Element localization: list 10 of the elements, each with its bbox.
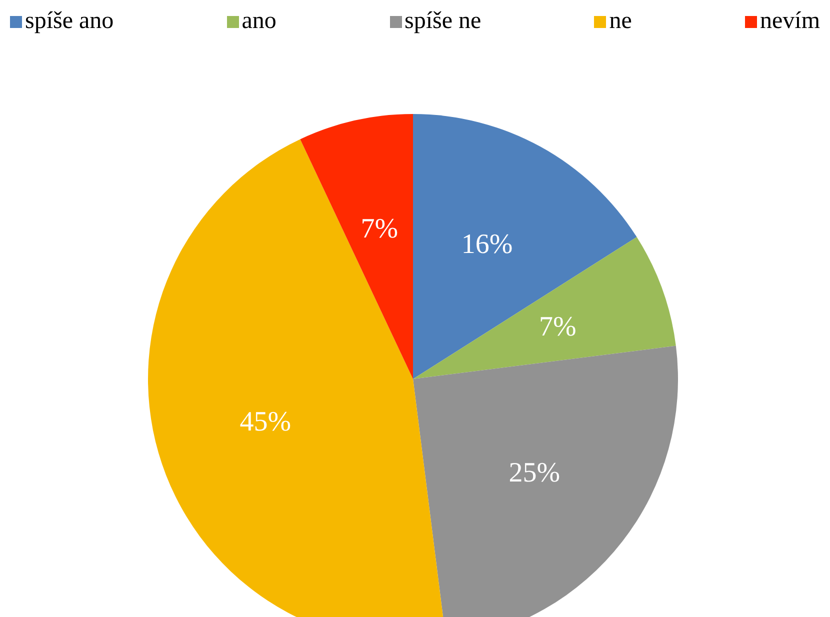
data-label: 45% xyxy=(240,406,292,438)
legend-label: nevím xyxy=(759,8,820,35)
legend-label: spíše ano xyxy=(24,8,114,35)
legend-label: ano xyxy=(240,8,276,35)
legend-label: ne xyxy=(608,8,632,35)
data-label: 7% xyxy=(360,214,398,244)
legend-label: spíše ne xyxy=(404,8,482,35)
data-label: 25% xyxy=(508,458,560,489)
data-label: 7% xyxy=(538,311,576,342)
data-label: 16% xyxy=(461,228,513,260)
